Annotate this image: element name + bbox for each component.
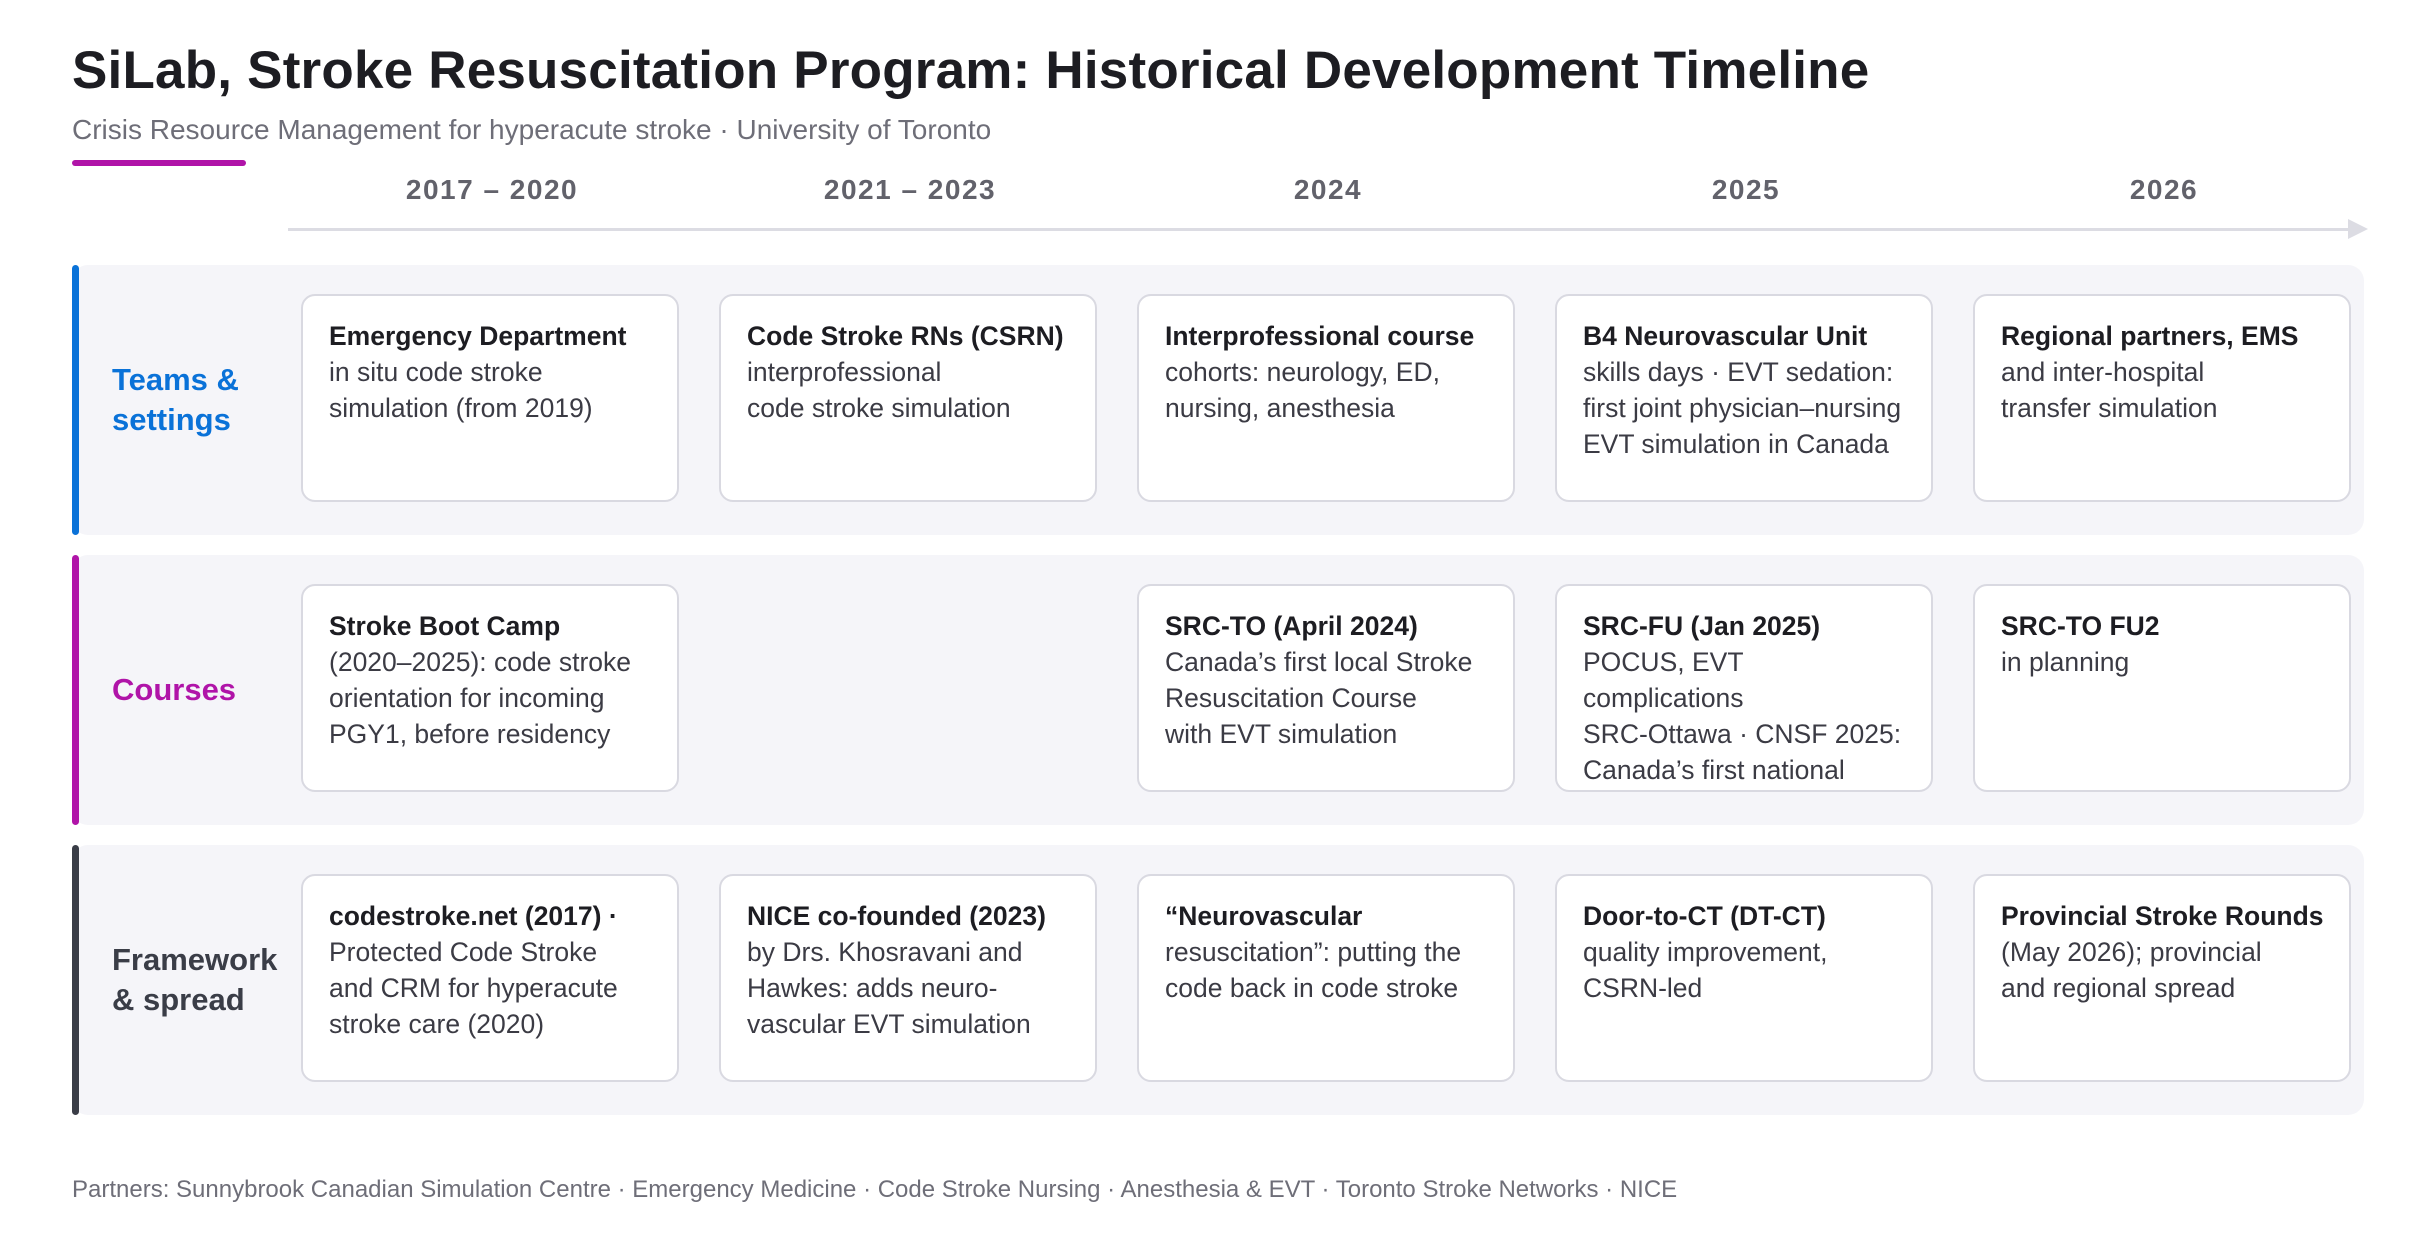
card-emergency-department: Emergency Department in situ code stroke… <box>301 294 679 502</box>
card-neurovascular-resuscitation: “Neurovascular resuscitation”: putting t… <box>1137 874 1515 1082</box>
lane-stripe <box>72 555 79 825</box>
lane-label-teams-settings: Teams & settings <box>112 362 239 437</box>
card-provincial-stroke-rounds: Provincial Stroke Rounds (May 2026); pro… <box>1973 874 2351 1082</box>
card-title: SRC-FU (Jan 2025) <box>1583 611 1821 641</box>
card-src-to-fu2: SRC-TO FU2 in planning <box>1973 584 2351 792</box>
card-src-fu-jan-2025: SRC-FU (Jan 2025) POCUS, EVT complicatio… <box>1555 584 1933 792</box>
card-body: in situ code stroke simulation (from 201… <box>329 357 593 423</box>
year-label-2021-2023: 2021 – 2023 <box>823 174 997 205</box>
card-title: Emergency Department <box>329 321 627 351</box>
card-body: quality improvement, CSRN-led <box>1583 937 1828 1003</box>
card-stroke-boot-camp: Stroke Boot Camp (2020–2025): code strok… <box>301 584 679 792</box>
card-body: (2020–2025): code stroke orientation for… <box>329 647 632 749</box>
card-title: codestroke.net (2017) · <box>329 901 618 931</box>
card-body: Canada’s first local Stroke Resuscitatio… <box>1165 647 1473 749</box>
card-title: Interprofessional course <box>1165 321 1475 351</box>
lane-stripe <box>72 845 79 1115</box>
card-title: B4 Neurovascular Unit <box>1583 321 1868 351</box>
card-interprofessional-course: Interprofessional course cohorts: neurol… <box>1137 294 1515 502</box>
page-title: SiLab, Stroke Resuscitation Program: His… <box>72 41 1870 100</box>
year-label-2025: 2025 <box>1711 174 1781 205</box>
card-body: Protected Code Stroke and CRM for hypera… <box>329 937 618 1039</box>
card-body: cohorts: neurology, ED, nursing, anesthe… <box>1165 357 1440 423</box>
card-title: SRC-TO FU2 <box>2001 611 2160 641</box>
lane-stripe <box>72 265 79 535</box>
partners-footer: Partners: Sunnybrook Canadian Simulation… <box>72 1176 1678 1203</box>
timeline-axis-line <box>288 228 2352 231</box>
card-codestroke-net: codestroke.net (2017) · Protected Code S… <box>301 874 679 1082</box>
year-label-2024: 2024 <box>1293 174 1363 205</box>
lane-courses: Courses Stroke Boot Camp (2020–2025): co… <box>72 555 2364 825</box>
card-regional-partners-ems: Regional partners, EMS and inter-hospita… <box>1973 294 2351 502</box>
card-title: Stroke Boot Camp <box>329 611 561 641</box>
card-body: skills days · EVT sedation: first joint … <box>1583 357 1902 459</box>
lane-framework-spread: Framework & spread codestroke.net (2017)… <box>72 845 2364 1115</box>
lane-teams-settings: Teams & settings Emergency Department in… <box>72 265 2364 535</box>
card-title: “Neurovascular <box>1165 901 1363 931</box>
card-body: (May 2026); provincial and regional spre… <box>2001 937 2262 1003</box>
card-door-to-ct: Door-to-CT (DT-CT) quality improvement, … <box>1555 874 1933 1082</box>
card-body: by Drs. Khosravani and Hawkes: adds neur… <box>747 937 1031 1039</box>
lane-label-framework-spread: Framework & spread <box>112 942 278 1017</box>
title-accent-bar <box>72 160 246 166</box>
page-subtitle: Crisis Resource Management for hyperacut… <box>72 114 992 145</box>
year-label-2017-2020: 2017 – 2020 <box>405 174 579 205</box>
card-title: Regional partners, EMS <box>2001 321 2299 351</box>
card-title: Door-to-CT (DT-CT) <box>1583 901 1826 931</box>
card-body: and inter-hospital transfer simulation <box>2001 357 2218 423</box>
card-body: interprofessional code stroke simulation <box>747 357 1011 423</box>
year-label-2026: 2026 <box>2129 174 2199 205</box>
card-body: resuscitation”: putting the code back in… <box>1165 937 1462 1003</box>
card-body: in planning <box>2001 647 2130 677</box>
card-src-to-april-2024: SRC-TO (April 2024) Canada’s first local… <box>1137 584 1515 792</box>
card-body: POCUS, EVT complications SRC-Ottawa · CN… <box>1583 647 1902 785</box>
card-code-stroke-rns: Code Stroke RNs (CSRN) interprofessional… <box>719 294 1097 502</box>
card-title: Provincial Stroke Rounds <box>2001 901 2324 931</box>
card-title: SRC-TO (April 2024) <box>1165 611 1418 641</box>
card-title: Code Stroke RNs (CSRN) <box>747 321 1064 351</box>
lane-label-courses: Courses <box>112 672 237 707</box>
timeline-arrowhead-icon <box>2348 219 2368 239</box>
card-nice-co-founded: NICE co-founded (2023) by Drs. Khosravan… <box>719 874 1097 1082</box>
card-b4-neurovascular-unit: B4 Neurovascular Unit skills days · EVT … <box>1555 294 1933 502</box>
card-title: NICE co-founded (2023) <box>747 901 1046 931</box>
